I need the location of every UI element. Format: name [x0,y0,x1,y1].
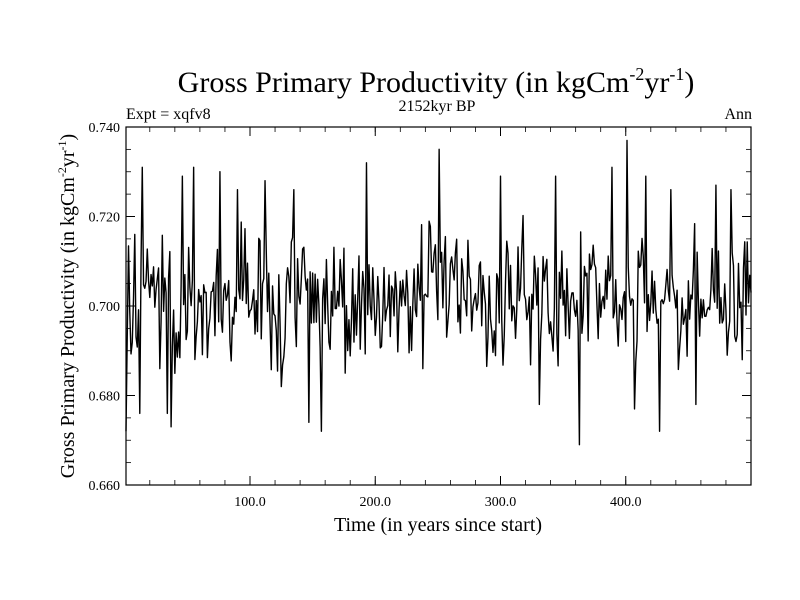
y-tick-label: 0.740 [89,121,121,136]
x-tick-label: 400.0 [610,495,642,510]
x-axis-label: Time (in years since start) [334,514,542,536]
x-tick-label: 100.0 [234,495,266,510]
chart-title: Gross Primary Productivity (in kgCm-2yr-… [178,64,695,99]
y-tick-label: 0.700 [89,300,121,315]
y-axis-label: Gross Primary Productivity (in kgCm-2yr-… [55,134,79,478]
x-tick-label: 300.0 [485,495,517,510]
chart-subtitle: 2152kyr BP [399,98,476,115]
y-tick-label: 0.660 [89,479,121,494]
series-layer [125,139,752,446]
series-line-gpp [125,139,752,446]
y-tick-label: 0.680 [89,390,121,405]
y-tick-label: 0.720 [89,211,121,226]
x-tick-label: 200.0 [359,495,391,510]
axis-tick-labels: 0.660 0.680 0.700 0.720 0.740 100.0 200.0 300.0… [89,121,642,510]
season-label: Ann [724,106,752,123]
experiment-label: Expt = xqfv8 [126,106,211,123]
plot-frame [125,126,752,486]
